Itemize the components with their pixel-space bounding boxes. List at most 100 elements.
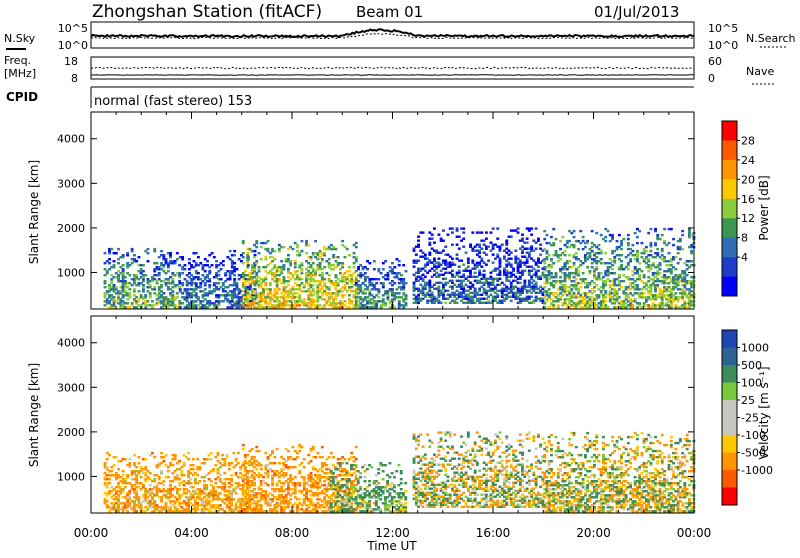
heatmap-cell [656, 234, 659, 236]
heatmap-cell [440, 302, 443, 304]
heatmap-cell [456, 254, 459, 256]
heatmap-cell [213, 256, 216, 258]
heatmap-cell [510, 264, 513, 266]
heatmap-cell [122, 264, 125, 266]
heatmap-cell [149, 292, 152, 294]
heatmap-cell [298, 498, 301, 500]
heatmap-cell [199, 480, 202, 482]
heatmap-cell [153, 478, 156, 480]
heatmap-cell [548, 288, 551, 290]
heatmap-cell [197, 296, 200, 298]
heatmap-cell [183, 474, 186, 476]
heatmap-cell [142, 270, 145, 272]
heatmap-cell [494, 270, 497, 272]
heatmap-cell [106, 466, 109, 468]
heatmap-cell [645, 250, 648, 252]
heatmap-cell [451, 244, 454, 246]
heatmap-cell [115, 252, 118, 254]
heatmap-cell [230, 474, 233, 476]
heatmap-cell [654, 242, 657, 244]
heatmap-cell [368, 262, 371, 264]
heatmap-cell [458, 266, 461, 268]
power-panel-frame [91, 112, 694, 309]
heatmap-cell [305, 492, 308, 494]
heatmap-cell [573, 230, 576, 232]
heatmap-cell [496, 294, 499, 296]
heatmap-cell [285, 472, 288, 474]
heatmap-cell [171, 464, 174, 466]
heatmap-cell [183, 462, 186, 464]
colorbar-swatch [722, 160, 737, 180]
heatmap-cell [627, 268, 630, 270]
heatmap-cell [382, 298, 385, 300]
heatmap-cell [133, 254, 136, 256]
heatmap-cell [428, 270, 431, 272]
heatmap-cell [156, 262, 159, 264]
heatmap-cell [355, 242, 358, 244]
heatmap-cell [629, 288, 632, 290]
heatmap-cell [211, 264, 214, 266]
beam-label: Beam 01 [356, 3, 423, 21]
heatmap-cell [310, 498, 313, 500]
heatmap-cell [424, 276, 427, 278]
heatmap-cell [391, 262, 394, 264]
heatmap-cell [142, 264, 145, 266]
heatmap-cell [462, 231, 465, 233]
heatmap-cell [110, 470, 113, 472]
heatmap-cell [298, 470, 301, 472]
heatmap-cell [122, 470, 125, 472]
heatmap-cell [480, 248, 483, 250]
heatmap-cell [618, 234, 621, 236]
heatmap-cell [431, 234, 434, 236]
heatmap-cell [117, 262, 120, 264]
heatmap-cell [269, 288, 272, 290]
heatmap-cell [582, 236, 585, 238]
heatmap-cell [147, 260, 150, 262]
heatmap-cell [167, 470, 170, 472]
heatmap-cell [589, 252, 592, 254]
heatmap-cell [604, 240, 607, 242]
heatmap-cell [537, 238, 540, 240]
heatmap-cell [598, 244, 601, 246]
heatmap-cell [319, 250, 322, 252]
heatmap-cell [672, 288, 675, 290]
heatmap-cell [366, 268, 369, 270]
heatmap-cell [442, 229, 445, 231]
heatmap-cell [607, 230, 610, 232]
heatmap-cell [480, 266, 483, 268]
heatmap-cell [195, 282, 198, 284]
heatmap-cell [197, 272, 200, 274]
heatmap-cell [236, 282, 239, 284]
heatmap-cell [104, 280, 107, 282]
heatmap-cell [312, 262, 315, 264]
heatmap-cell [298, 450, 301, 452]
heatmap-cell [550, 272, 553, 274]
colorbar-tick-label: 24 [741, 154, 755, 167]
heatmap-cell [402, 278, 405, 280]
heatmap-cell [428, 280, 431, 282]
heatmap-cell [659, 268, 662, 270]
heatmap-cell [214, 490, 217, 492]
heatmap-cell [280, 260, 283, 262]
heatmap-cell [273, 258, 276, 260]
heatmap-cell [600, 258, 603, 260]
colorbar-swatch [722, 121, 737, 141]
heatmap-cell [124, 458, 127, 460]
heatmap-cell [312, 446, 315, 448]
heatmap-cell [138, 256, 141, 258]
heatmap-cell [341, 262, 344, 264]
noise-right-tick-bottom: 10^0 [708, 39, 738, 52]
heatmap-cell [108, 262, 111, 264]
heatmap-cell [444, 278, 447, 280]
heatmap-cell [505, 240, 508, 242]
heatmap-cell [119, 492, 122, 494]
heatmap-cell [190, 482, 193, 484]
heatmap-cell [223, 472, 226, 474]
heatmap-cell [591, 230, 594, 232]
heatmap-cell [192, 464, 195, 466]
heatmap-cell [398, 264, 401, 266]
heatmap-cell [537, 266, 540, 268]
heatmap-cell [321, 446, 324, 448]
heatmap-cell [144, 294, 147, 296]
heatmap-cell [654, 288, 657, 290]
